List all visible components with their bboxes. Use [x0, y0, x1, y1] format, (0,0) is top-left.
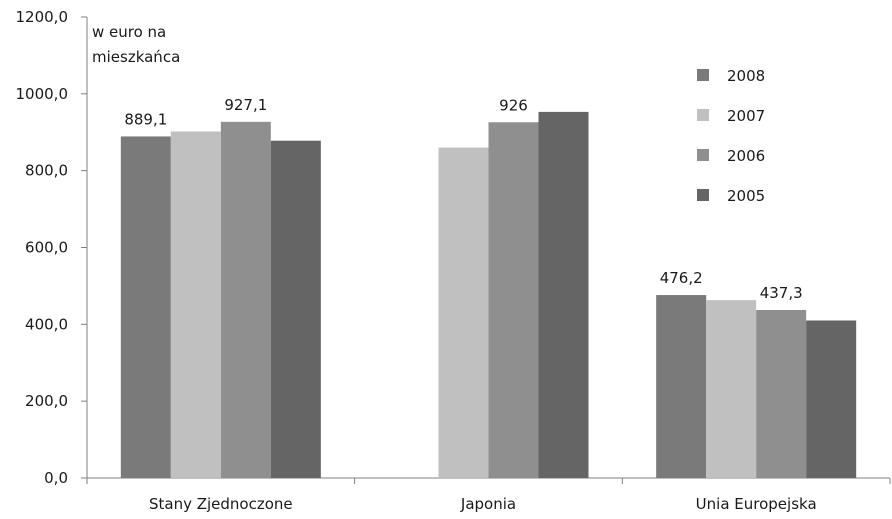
- legend: 2008 2007 2006 2005: [697, 67, 765, 205]
- data-label: 926: [499, 96, 528, 114]
- y-axis: 0,0 200,0 400,0 600,0 800,0 1000,0 1200,0: [16, 8, 88, 487]
- legend-swatch: [697, 189, 709, 201]
- legend-label: 2005: [727, 187, 765, 205]
- bar: [270, 140, 321, 478]
- bar: [488, 122, 539, 479]
- legend-swatch: [697, 109, 709, 121]
- data-label: 437,3: [760, 284, 803, 302]
- x-axis: Stany Zjednoczone Japonia Unia Europejska: [86, 477, 891, 513]
- data-label: 927,1: [224, 96, 267, 114]
- unit-label-line-1: w euro na: [92, 23, 166, 41]
- bar: [538, 111, 589, 479]
- y-tick-label: 600,0: [25, 239, 68, 257]
- y-tick-label: 1200,0: [16, 8, 69, 26]
- y-tick-label: 200,0: [25, 392, 68, 410]
- unit-label-line-2: mieszkańca: [92, 48, 180, 66]
- y-tick-label: 400,0: [25, 315, 68, 333]
- y-tick-label: 800,0: [25, 162, 68, 180]
- x-category-label: Unia Europejska: [696, 495, 817, 513]
- bar: [806, 320, 857, 478]
- legend-swatch: [697, 149, 709, 161]
- data-label: 476,2: [660, 269, 703, 287]
- data-labels: 889,1 927,1 926 476,2 437,3: [124, 96, 802, 302]
- x-category-label: Stany Zjednoczone: [149, 495, 293, 513]
- bar: [220, 121, 271, 478]
- y-tick-label: 1000,0: [16, 85, 69, 103]
- data-label: 889,1: [124, 110, 167, 128]
- x-category-label: Japonia: [460, 495, 516, 513]
- bar: [170, 131, 221, 478]
- legend-label: 2006: [727, 147, 765, 165]
- bar: [706, 300, 757, 478]
- bar: [120, 136, 171, 478]
- legend-swatch: [697, 69, 709, 81]
- legend-label: 2007: [727, 107, 765, 125]
- y-tick-label: 0,0: [44, 469, 68, 487]
- bar: [656, 295, 707, 478]
- legend-label: 2008: [727, 67, 765, 85]
- bars: [120, 111, 857, 479]
- bar: [438, 147, 489, 478]
- bar: [756, 310, 807, 478]
